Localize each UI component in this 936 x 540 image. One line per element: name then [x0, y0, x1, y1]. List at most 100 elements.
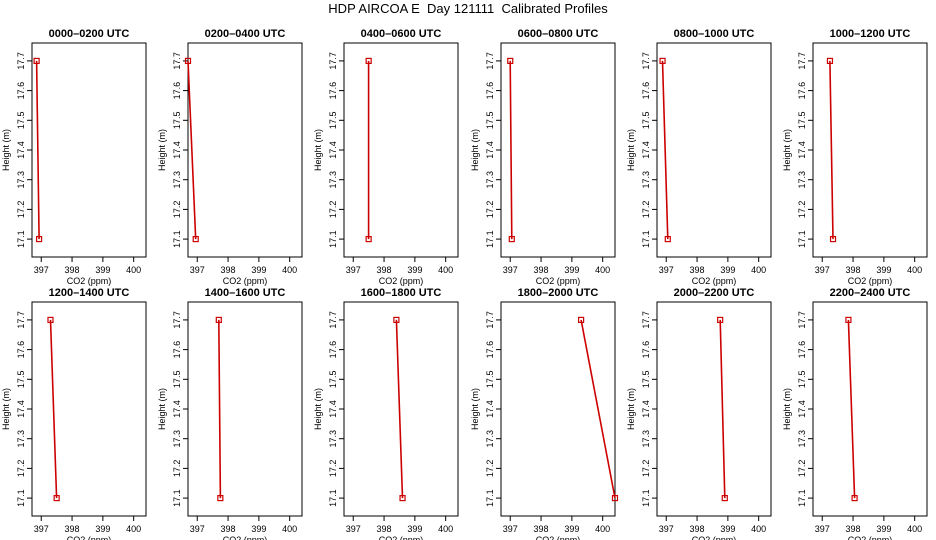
plot-frame: [812, 301, 928, 517]
profile-line: [829, 60, 834, 240]
plot-frame: [31, 42, 147, 258]
x-tick-label: 400: [595, 265, 610, 275]
y-tick-label: 17.5: [485, 112, 495, 130]
chart-panel: 1200–1400 UTC 397 398 399 400 CO2 (ppm) 17.1 17…: [1, 287, 147, 540]
plot-frame: [343, 301, 459, 517]
x-axis-label: CO2 (ppm): [67, 535, 112, 540]
x-tick-label: 397: [34, 524, 49, 534]
y-axis-label: Height (m): [470, 129, 480, 171]
y-tick-label: 17.7: [172, 311, 182, 329]
data-point: [507, 57, 514, 65]
data-point: [399, 494, 406, 502]
y-axis-label: Height (m): [626, 129, 636, 171]
x-tick-label: 397: [815, 524, 830, 534]
x-axis-label: CO2 (ppm): [848, 276, 893, 286]
panel-title: 0800–1000 UTC: [674, 28, 755, 40]
y-tick-label: 17.7: [328, 52, 338, 70]
y-tick-label: 17.3: [797, 430, 807, 448]
x-tick-label: 399: [251, 524, 266, 534]
x-axis-label: CO2 (ppm): [536, 276, 581, 286]
profile-line: [218, 319, 222, 499]
y-tick-label: 17.1: [797, 489, 807, 507]
y-tick-label: 17.7: [16, 52, 26, 70]
x-tick-label: 398: [65, 265, 80, 275]
y-axis-label: Height (m): [1, 388, 11, 430]
x-axis-label: CO2 (ppm): [692, 276, 737, 286]
plot-frame: [500, 42, 616, 258]
panel-title: 0400–0600 UTC: [361, 28, 442, 40]
y-tick-label: 17.3: [328, 430, 338, 448]
x-tick-label: 400: [907, 524, 922, 534]
y-tick-label: 17.5: [797, 112, 807, 130]
x-axis-label: CO2 (ppm): [536, 535, 581, 540]
y-tick-label: 17.7: [172, 52, 182, 70]
y-tick-label: 17.1: [485, 489, 495, 507]
plot-frame: [656, 301, 772, 517]
y-axis-label: Height (m): [1, 129, 11, 171]
y-tick-label: 17.4: [172, 141, 182, 159]
x-tick-label: 398: [690, 265, 705, 275]
x-tick-label: 399: [95, 265, 110, 275]
data-point: [508, 235, 515, 243]
y-tick-label: 17.6: [328, 341, 338, 359]
y-tick-label: 17.7: [797, 52, 807, 70]
y-tick-label: 17.2: [16, 201, 26, 219]
data-point: [717, 316, 724, 324]
y-tick-label: 17.2: [328, 460, 338, 478]
x-tick-label: 400: [751, 524, 766, 534]
x-axis-label: CO2 (ppm): [848, 535, 893, 540]
y-tick-label: 17.4: [16, 400, 26, 418]
data-point: [721, 494, 728, 502]
chart-panel: 2000–2200 UTC 397 398 399 400 CO2 (ppm) 17.1 17…: [626, 287, 772, 540]
y-tick-label: 17.2: [485, 460, 495, 478]
y-tick-label: 17.6: [328, 82, 338, 100]
panel-title: 2200–2400 UTC: [830, 287, 911, 299]
data-point: [826, 57, 834, 65]
y-tick-label: 17.6: [485, 341, 495, 359]
x-tick-label: 399: [564, 524, 579, 534]
data-point: [664, 235, 671, 243]
y-tick-label: 17.5: [641, 371, 651, 389]
profile-line: [395, 319, 404, 499]
y-tick-label: 17.5: [16, 371, 26, 389]
y-tick-label: 17.4: [485, 141, 495, 159]
x-axis-label: CO2 (ppm): [379, 535, 424, 540]
panel-title: 0200–0400 UTC: [205, 28, 286, 40]
y-tick-label: 17.2: [797, 460, 807, 478]
y-tick-label: 17.3: [641, 171, 651, 189]
x-tick-label: 398: [377, 265, 392, 275]
y-tick-label: 17.6: [641, 341, 651, 359]
x-tick-label: 398: [534, 524, 549, 534]
x-tick-label: 397: [190, 265, 205, 275]
y-tick-label: 17.4: [328, 400, 338, 418]
plot-frame: [31, 301, 147, 517]
y-tick-label: 17.4: [797, 400, 807, 418]
y-tick-label: 17.3: [172, 171, 182, 189]
x-tick-label: 398: [846, 265, 861, 275]
panel-title: 1600–1800 UTC: [361, 287, 442, 299]
y-tick-label: 17.1: [641, 489, 651, 507]
y-axis-label: Height (m): [782, 388, 792, 430]
chart-panel: 0200–0400 UTC 397 398 399 400 CO2 (ppm) 17.1 17…: [157, 28, 303, 286]
panel-title: 1200–1400 UTC: [49, 287, 130, 299]
x-tick-label: 398: [534, 265, 549, 275]
data-point: [578, 316, 585, 324]
chart-panel: 1800–2000 UTC 397 398 399 400 CO2 (ppm) 17.1 17…: [470, 287, 619, 540]
y-tick-label: 17.1: [485, 230, 495, 248]
profile-line: [719, 319, 726, 499]
chart-panel: 0800–1000 UTC 397 398 399 400 CO2 (ppm) 17.1 17…: [626, 28, 772, 286]
y-tick-label: 17.1: [172, 489, 182, 507]
chart-panel: 1600–1800 UTC 397 398 399 400 CO2 (ppm) 17.1 17…: [313, 287, 459, 540]
x-axis-label: CO2 (ppm): [67, 276, 112, 286]
y-tick-label: 17.5: [797, 371, 807, 389]
x-tick-label: 400: [282, 265, 297, 275]
profile-line: [187, 60, 197, 240]
y-tick-label: 17.4: [797, 141, 807, 159]
x-tick-label: 399: [876, 265, 891, 275]
y-axis-label: Height (m): [626, 388, 636, 430]
x-tick-label: 400: [282, 524, 297, 534]
x-tick-label: 398: [221, 265, 236, 275]
plot-frame: [187, 42, 303, 258]
plot-frame: [187, 301, 303, 517]
data-point: [829, 235, 837, 243]
